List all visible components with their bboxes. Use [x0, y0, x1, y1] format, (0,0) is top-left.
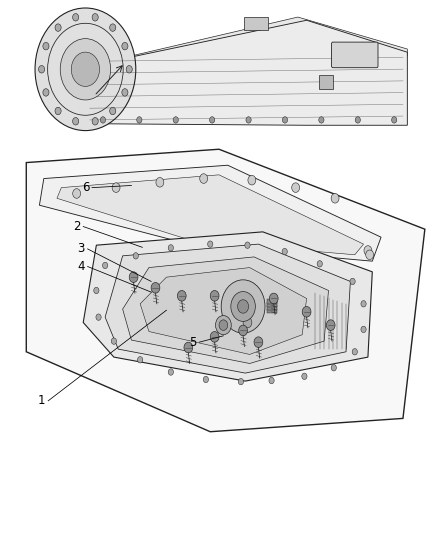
Circle shape	[102, 262, 108, 269]
Circle shape	[55, 24, 61, 31]
Text: 1: 1	[38, 394, 46, 407]
Circle shape	[151, 282, 160, 293]
Circle shape	[331, 193, 339, 203]
Polygon shape	[85, 17, 407, 71]
Circle shape	[282, 248, 287, 255]
Circle shape	[137, 117, 142, 123]
Circle shape	[245, 242, 250, 248]
Circle shape	[231, 292, 255, 321]
Circle shape	[237, 300, 249, 313]
FancyBboxPatch shape	[244, 17, 268, 30]
Circle shape	[243, 317, 252, 328]
Circle shape	[331, 365, 336, 371]
Circle shape	[60, 39, 110, 100]
Circle shape	[238, 378, 244, 385]
Polygon shape	[39, 165, 381, 261]
Circle shape	[73, 189, 81, 198]
Circle shape	[254, 337, 263, 348]
FancyBboxPatch shape	[267, 309, 277, 313]
Circle shape	[173, 117, 178, 123]
Polygon shape	[85, 20, 407, 125]
Circle shape	[129, 272, 138, 282]
Circle shape	[209, 117, 215, 123]
Polygon shape	[123, 257, 328, 364]
Circle shape	[110, 107, 116, 115]
Circle shape	[366, 250, 374, 260]
Polygon shape	[26, 149, 425, 432]
Circle shape	[283, 117, 288, 123]
FancyBboxPatch shape	[267, 299, 277, 304]
Circle shape	[326, 320, 335, 330]
Circle shape	[364, 246, 372, 255]
Polygon shape	[105, 244, 350, 373]
Circle shape	[208, 241, 213, 247]
Circle shape	[138, 357, 143, 363]
Polygon shape	[140, 268, 307, 354]
Circle shape	[319, 117, 324, 123]
FancyBboxPatch shape	[267, 305, 277, 310]
Circle shape	[111, 338, 117, 344]
Circle shape	[361, 301, 366, 307]
Text: 2: 2	[73, 220, 81, 233]
Circle shape	[110, 24, 116, 31]
Circle shape	[43, 43, 49, 50]
Circle shape	[112, 183, 120, 192]
Circle shape	[92, 118, 98, 125]
Circle shape	[239, 325, 247, 336]
Circle shape	[55, 107, 61, 115]
Circle shape	[317, 261, 322, 267]
Circle shape	[43, 88, 49, 96]
Circle shape	[248, 175, 256, 185]
Circle shape	[203, 376, 208, 383]
Circle shape	[355, 117, 360, 123]
Circle shape	[177, 290, 186, 301]
Text: 5: 5	[189, 336, 196, 349]
Circle shape	[156, 177, 164, 187]
Circle shape	[361, 326, 366, 333]
Circle shape	[71, 52, 99, 86]
Circle shape	[122, 88, 128, 96]
FancyBboxPatch shape	[319, 75, 333, 89]
Circle shape	[92, 13, 98, 21]
Circle shape	[122, 43, 128, 50]
Circle shape	[302, 373, 307, 379]
Circle shape	[73, 13, 79, 21]
Circle shape	[100, 117, 106, 123]
Circle shape	[94, 287, 99, 294]
Polygon shape	[83, 232, 372, 381]
Circle shape	[126, 66, 132, 73]
Circle shape	[133, 253, 138, 259]
Text: 6: 6	[81, 181, 89, 194]
Circle shape	[269, 377, 274, 384]
Circle shape	[292, 183, 300, 192]
Circle shape	[350, 278, 355, 285]
Circle shape	[210, 290, 219, 301]
Circle shape	[392, 117, 397, 123]
FancyBboxPatch shape	[267, 302, 277, 307]
Circle shape	[215, 316, 231, 335]
Circle shape	[246, 117, 251, 123]
Circle shape	[200, 174, 208, 183]
Text: 4: 4	[77, 260, 85, 273]
Circle shape	[168, 245, 173, 251]
Polygon shape	[57, 175, 364, 255]
Circle shape	[221, 280, 265, 333]
Circle shape	[302, 306, 311, 317]
Circle shape	[269, 293, 278, 304]
Circle shape	[219, 320, 228, 330]
Circle shape	[35, 8, 136, 131]
Circle shape	[39, 66, 45, 73]
Circle shape	[352, 349, 357, 355]
Circle shape	[73, 118, 79, 125]
Circle shape	[96, 314, 101, 320]
FancyBboxPatch shape	[332, 42, 378, 68]
Circle shape	[210, 332, 219, 342]
Circle shape	[184, 342, 193, 353]
Circle shape	[168, 369, 173, 375]
Text: 3: 3	[78, 243, 85, 255]
